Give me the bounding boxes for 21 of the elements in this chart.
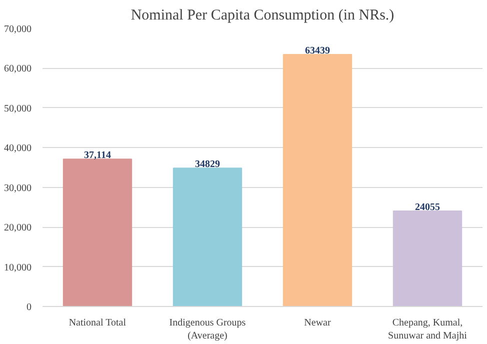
y-tick-label: 50,000 [4, 103, 32, 114]
chart-title: Nominal Per Capita Consumption (in NRs.) [130, 8, 394, 24]
data-label: 24055 [415, 202, 440, 213]
bar [62, 158, 132, 306]
x-tick-label: National Total [68, 318, 126, 328]
y-tick-label: 20,000 [4, 222, 32, 234]
y-tick-label: 60,000 [4, 64, 32, 75]
bar [172, 168, 242, 306]
data-label: 37,114 [84, 150, 111, 162]
data-label: 63439 [305, 46, 330, 57]
x-tick-label: Indigenous Groups (Average) [169, 318, 246, 342]
y-tick-label: 70,000 [4, 24, 32, 35]
y-tick-label: 30,000 [4, 182, 32, 194]
x-tick-label: Newar [304, 318, 332, 328]
x-tick-label: Chepang, Kumal, Sunuwar and Majhi [388, 318, 468, 342]
y-tick-label: 40,000 [4, 143, 32, 154]
data-label: 34829 [195, 159, 220, 170]
bar [392, 210, 462, 306]
bar [282, 54, 352, 306]
y-tick-label: 10,000 [4, 262, 32, 274]
y-tick-label: 0 [26, 302, 32, 313]
